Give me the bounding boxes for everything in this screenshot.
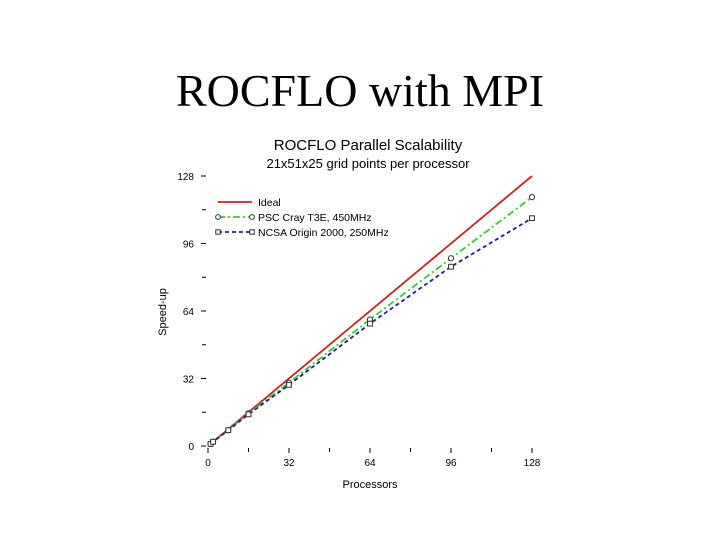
y-axis-label: Speed-up xyxy=(157,288,169,336)
chart-title: ROCFLO Parallel Scalability xyxy=(274,137,463,154)
legend-marker xyxy=(215,214,221,220)
legend-label: Ideal xyxy=(258,197,281,209)
legend: Ideal PSC Cray T3E, 450MHz NCSA Origin 200… xyxy=(215,197,389,239)
data-point xyxy=(447,255,455,262)
legend-marker xyxy=(215,229,221,235)
series-line xyxy=(209,217,533,445)
data-point xyxy=(245,411,252,418)
data-point xyxy=(286,381,292,388)
data-point xyxy=(210,438,216,445)
series-line xyxy=(209,175,533,445)
y-tick-label: 64 xyxy=(183,307,195,318)
legend-marker xyxy=(249,229,255,235)
y-tick-label: 0 xyxy=(188,442,194,453)
series-layer xyxy=(207,175,536,447)
legend-label: PSC Cray T3E, 450MHz xyxy=(258,212,372,224)
y-tick-label: 128 xyxy=(177,172,194,183)
x-tick-label: 64 xyxy=(364,458,376,469)
slide-title: ROCFLO with MPI xyxy=(175,65,545,116)
data-point xyxy=(225,427,232,434)
chart-subtitle: 21x51x25 grid points per processor xyxy=(266,156,470,171)
data-point xyxy=(448,263,454,270)
legend-marker xyxy=(249,214,255,220)
x-axis-label: Processors xyxy=(342,479,398,491)
x-tick-label: 96 xyxy=(445,458,457,469)
axes: 0 32 64 96 128 0 32 64 96 128 xyxy=(177,172,540,469)
data-point xyxy=(528,193,536,201)
x-tick-label: 0 xyxy=(205,458,211,469)
y-tick-label: 96 xyxy=(183,240,195,251)
legend-label: NCSA Origin 2000, 250MHz xyxy=(258,227,389,239)
y-tick-label: 32 xyxy=(183,375,195,386)
x-tick-label: 128 xyxy=(524,458,541,469)
x-tick-label: 32 xyxy=(283,458,295,469)
data-point xyxy=(529,215,535,222)
data-point xyxy=(367,320,373,327)
